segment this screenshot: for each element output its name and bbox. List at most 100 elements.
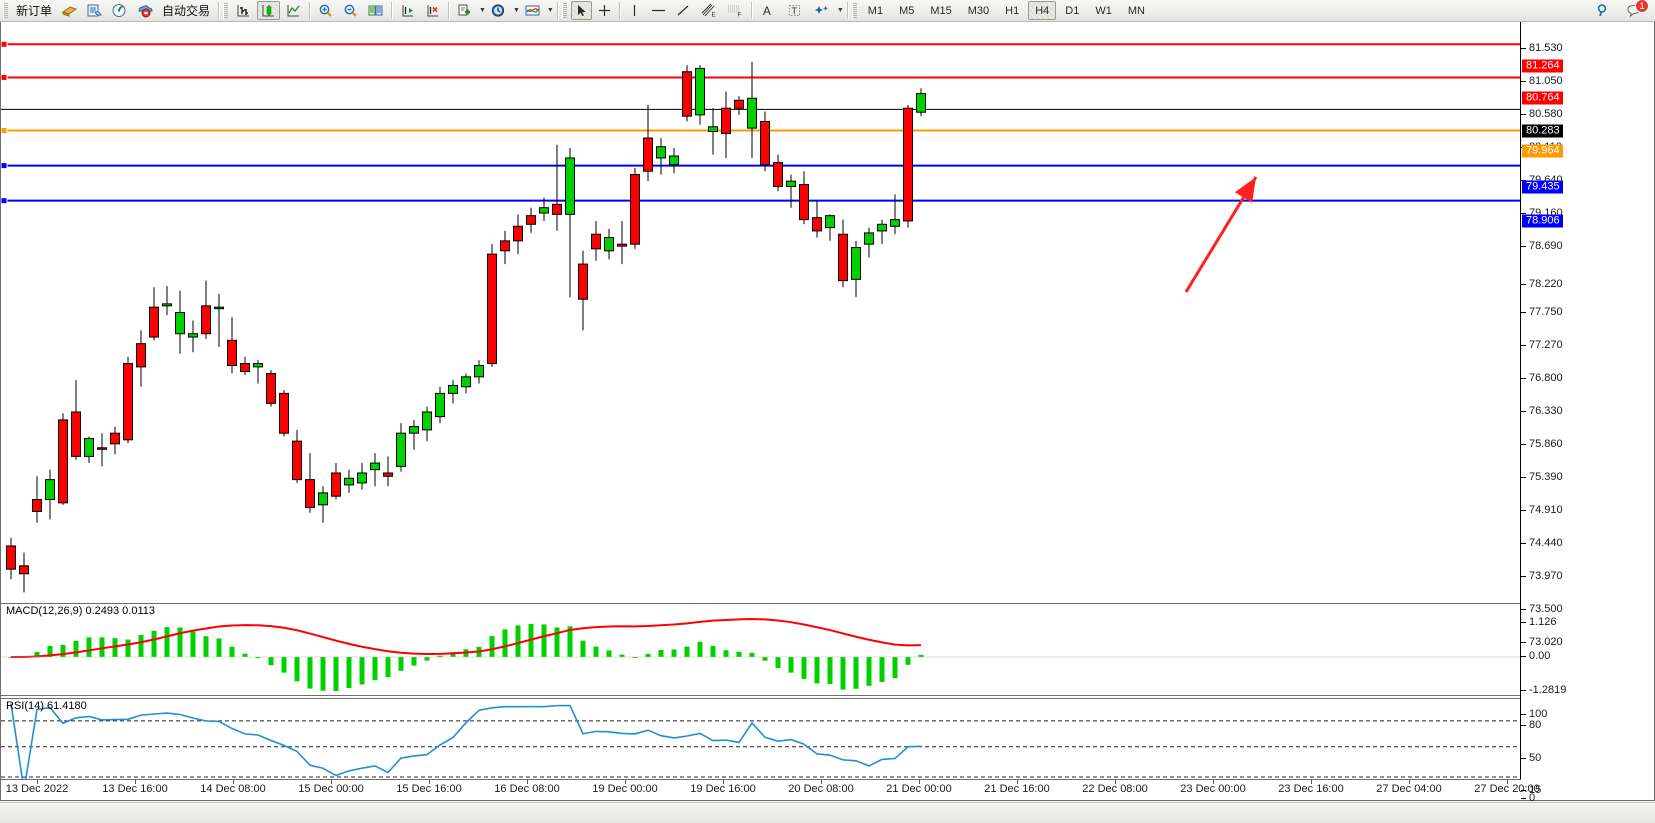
candle-31[interactable] — [409, 419, 419, 450]
resistance-level-80764[interactable]: 80.764 — [1522, 91, 1563, 105]
candle-45[interactable] — [591, 220, 601, 261]
support-level-79435[interactable]: 79.435 — [1522, 180, 1563, 194]
candle-7[interactable] — [97, 433, 107, 467]
candle-38[interactable] — [500, 230, 510, 265]
price-scale[interactable]: 81.53081.05080.58080.11079.64079.16078.6… — [1520, 22, 1654, 804]
data-window-button[interactable] — [364, 1, 387, 20]
candle-58[interactable] — [760, 111, 770, 172]
text-label-button[interactable]: T — [780, 1, 809, 20]
candle-52[interactable] — [682, 65, 692, 122]
candle-0[interactable] — [6, 537, 16, 580]
support-level-78906[interactable]: 78.906 — [1522, 214, 1563, 228]
zoom-in-button[interactable] — [314, 1, 337, 20]
candle-66[interactable] — [864, 227, 874, 258]
candle-8[interactable] — [110, 426, 120, 455]
candle-33[interactable] — [435, 386, 445, 424]
charts-button[interactable] — [58, 1, 81, 20]
timeframe-button-h4[interactable]: H4 — [1028, 1, 1057, 20]
price-line-anchor[interactable] — [0, 40, 8, 48]
zoom-out-button[interactable] — [339, 1, 362, 20]
candle-32[interactable] — [422, 406, 432, 442]
toolbar-grip-2[interactable] — [223, 2, 229, 19]
notifications-button[interactable]: 1 — [1623, 0, 1649, 20]
candle-55[interactable] — [721, 91, 731, 158]
candle-62[interactable] — [812, 201, 822, 238]
price-line-anchor[interactable] — [0, 197, 8, 205]
candle-64[interactable] — [838, 219, 848, 288]
candle-25[interactable] — [331, 463, 341, 500]
candle-11[interactable] — [149, 287, 159, 341]
candle-12[interactable] — [162, 285, 172, 316]
candle-1[interactable] — [19, 552, 29, 593]
candle-57[interactable] — [747, 61, 757, 158]
timeframe-button-m1[interactable]: M1 — [861, 1, 890, 20]
candle-69[interactable] — [903, 104, 913, 228]
candle-49[interactable] — [643, 104, 653, 182]
rsi-plot[interactable] — [1, 699, 1521, 793]
text-button[interactable]: A — [756, 1, 778, 20]
toolbar-grip-4[interactable] — [851, 2, 857, 19]
candle-39[interactable] — [513, 214, 523, 255]
price-line-anchor[interactable] — [0, 162, 8, 170]
candle-18[interactable] — [240, 356, 250, 375]
period-dropdown-caret[interactable]: ▼ — [512, 7, 520, 14]
candle-30[interactable] — [396, 423, 406, 472]
candle-46[interactable] — [604, 228, 614, 260]
timeframe-button-m5[interactable]: M5 — [892, 1, 921, 20]
price-line-anchor[interactable] — [0, 127, 8, 135]
candle-10[interactable] — [136, 330, 146, 387]
candle-6[interactable] — [84, 436, 94, 464]
objects-button[interactable] — [811, 1, 834, 20]
candle-35[interactable] — [461, 373, 471, 394]
candle-13[interactable] — [175, 290, 185, 354]
macd-plot[interactable] — [1, 604, 1521, 696]
candle-50[interactable] — [656, 138, 666, 175]
objects-dropdown-caret[interactable]: ▼ — [836, 7, 844, 14]
candle-37[interactable] — [487, 244, 497, 367]
candle-63[interactable] — [825, 214, 835, 241]
toolbar-grip-3[interactable] — [561, 2, 567, 19]
candle-36[interactable] — [474, 360, 484, 384]
candle-41[interactable] — [539, 197, 549, 221]
timeframe-button-m15[interactable]: M15 — [923, 1, 958, 20]
equidistant-channel-button[interactable]: E — [697, 1, 721, 20]
candle-59[interactable] — [773, 154, 783, 192]
candle-5[interactable] — [71, 380, 81, 460]
candle-22[interactable] — [292, 429, 302, 483]
indicators-dropdown-caret[interactable]: ▼ — [546, 7, 554, 14]
candle-2[interactable] — [32, 476, 42, 523]
price-pane[interactable] — [0, 22, 1521, 599]
toolbar-grip-1[interactable] — [3, 2, 8, 19]
macd-pane[interactable]: MACD(12,26,9) 0.2493 0.0113 — [1, 603, 1521, 696]
horizontal-line-button[interactable] — [647, 1, 670, 20]
candle-44[interactable] — [578, 250, 588, 331]
chart-shift-button[interactable] — [396, 1, 419, 20]
new-order-button[interactable]: 新订单 — [12, 1, 56, 20]
candle-60[interactable] — [786, 174, 796, 208]
candle-23[interactable] — [305, 453, 315, 513]
candle-34[interactable] — [448, 380, 458, 404]
terminal-button[interactable] — [133, 1, 156, 20]
resistance-level-81264[interactable]: 81.264 — [1522, 59, 1563, 73]
trendline-button[interactable] — [672, 1, 695, 20]
market-watch-button[interactable] — [83, 1, 106, 20]
candle-14[interactable] — [188, 320, 198, 353]
bar-chart-button[interactable] — [232, 1, 255, 20]
cursor-button[interactable] — [570, 1, 592, 20]
candle-40[interactable] — [526, 207, 536, 233]
candle-43[interactable] — [565, 148, 575, 298]
candle-70[interactable] — [916, 88, 926, 117]
candle-42[interactable] — [552, 144, 562, 231]
candle-67[interactable] — [877, 219, 887, 245]
candle-28[interactable] — [370, 453, 380, 487]
candle-17[interactable] — [227, 317, 237, 374]
candle-51[interactable] — [669, 148, 679, 174]
candle-68[interactable] — [890, 194, 900, 235]
auto-scroll-button[interactable] — [421, 1, 444, 20]
candle-9[interactable] — [123, 356, 133, 444]
candlestick-plot[interactable] — [0, 22, 1521, 599]
navigator-button[interactable] — [108, 1, 131, 20]
candle-47[interactable] — [617, 220, 627, 265]
timeframe-button-m30[interactable]: M30 — [961, 1, 996, 20]
fibonacci-retracement-button[interactable]: F — [723, 1, 747, 20]
